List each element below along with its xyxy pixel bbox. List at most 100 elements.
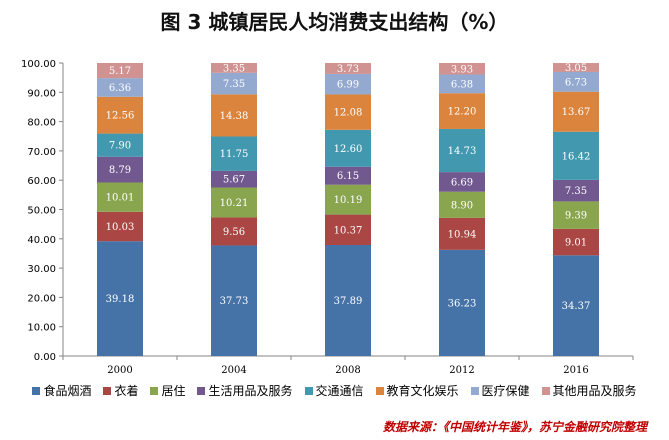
data-label: 8.90	[451, 200, 473, 211]
bar-segment	[439, 74, 485, 94]
bar-segment	[211, 136, 257, 171]
data-label: 7.35	[223, 79, 245, 90]
legend-item: 其他用品及服务	[541, 382, 637, 399]
data-label: 8.79	[109, 165, 131, 176]
data-label: 10.19	[334, 195, 363, 206]
bar-segment	[211, 245, 257, 356]
bar-segment	[97, 78, 143, 97]
data-label: 36.23	[448, 298, 477, 309]
data-label: 34.37	[562, 301, 591, 312]
bar-segment	[553, 91, 599, 132]
bar-segment	[325, 214, 371, 245]
data-label: 11.75	[220, 149, 249, 160]
stacked-bar-chart: 0.00 10.00 20.00 30.00 40.00 50.00 60.00 70.00 8…	[21, 59, 634, 376]
bar-segment	[325, 166, 371, 185]
bar-segment	[211, 217, 257, 246]
y-tick-label: 50.00	[27, 206, 56, 217]
legend-item: 教育文化娱乐	[375, 382, 459, 399]
bar-segment	[325, 63, 371, 74]
legend-swatch	[150, 386, 159, 395]
data-label: 9.56	[223, 227, 245, 238]
y-tick-label: 20.00	[27, 293, 56, 304]
bar-segment	[439, 217, 485, 250]
data-label: 13.67	[562, 107, 591, 118]
y-tick-label: 40.00	[27, 235, 56, 246]
data-label: 6.36	[109, 83, 131, 94]
bar-segment	[211, 187, 257, 218]
legend-label: 居住	[161, 384, 186, 398]
bar-segment	[439, 191, 485, 218]
bar-segment	[97, 211, 143, 242]
bar-segment	[553, 179, 599, 202]
data-label: 12.56	[106, 111, 135, 122]
legend-label: 生活用品及服务	[208, 384, 293, 398]
bar-segment	[97, 241, 143, 356]
bar-segment	[211, 170, 257, 188]
legend-label: 交通通信	[315, 384, 364, 398]
bar-segment	[325, 244, 371, 356]
data-label: 3.05	[565, 63, 587, 74]
legend-swatch	[375, 386, 384, 395]
data-label: 7.35	[565, 186, 587, 197]
bar-segment	[97, 156, 143, 183]
data-label: 3.93	[451, 64, 473, 75]
bar-segment	[211, 72, 257, 95]
bar-segment	[553, 255, 599, 356]
data-label: 37.73	[220, 296, 249, 307]
bar-segment	[97, 96, 143, 134]
bar-segment	[97, 63, 143, 79]
legend-label: 食品烟酒	[43, 384, 92, 398]
data-label: 6.99	[337, 80, 359, 91]
y-tick-label: 10.00	[27, 323, 56, 334]
legend-swatch	[32, 386, 41, 395]
legend-item: 医疗保健	[470, 382, 530, 399]
legend-item: 居住	[150, 382, 185, 399]
bar-segment	[553, 71, 599, 92]
bar-segment	[325, 94, 371, 130]
data-label: 7.90	[109, 141, 131, 152]
legend-item: 食品烟酒	[32, 382, 91, 399]
y-tick-label: 80.00	[27, 118, 56, 129]
bar-segment	[553, 131, 599, 180]
y-tick-label: 90.00	[27, 88, 56, 99]
data-label: 14.38	[220, 111, 249, 122]
data-label: 14.73	[448, 146, 477, 157]
data-label: 39.18	[106, 294, 135, 305]
data-label: 9.39	[565, 211, 587, 222]
bar-segment	[439, 128, 485, 173]
data-label: 6.73	[565, 77, 587, 88]
y-tick-label: 100.00	[21, 59, 56, 70]
source-note: 数据来源：《中国统计年鉴》，苏宁金融研究院整理	[382, 420, 647, 434]
data-label: 37.89	[334, 296, 363, 307]
data-label: 16.42	[562, 151, 591, 162]
bar-segment	[325, 129, 371, 167]
legend-swatch	[470, 386, 479, 395]
legend-label: 其他用品及服务	[552, 384, 637, 398]
chart-title: 图 3 城镇居民人均消费支出结构（%）	[160, 10, 509, 34]
x-tick-label: 2004	[221, 365, 246, 376]
x-tick-label: 2000	[107, 365, 132, 376]
data-label: 6.15	[337, 171, 359, 182]
y-tick-label: 0.00	[34, 352, 56, 363]
bar-segment	[211, 63, 257, 73]
bar-segment	[97, 133, 143, 157]
bar-segment	[325, 73, 371, 95]
legend-swatch	[541, 386, 550, 395]
bar-segment	[325, 184, 371, 215]
data-label: 12.60	[334, 144, 363, 155]
bar-segment	[439, 93, 485, 129]
bar-segment	[553, 63, 599, 72]
y-tick-label: 70.00	[27, 147, 56, 158]
bar-segment	[439, 249, 485, 356]
data-label: 6.38	[451, 79, 473, 90]
legend-label: 医疗保健	[481, 384, 530, 398]
legend-swatch	[103, 386, 112, 395]
bar-segment	[439, 172, 485, 192]
bar-segment	[97, 182, 143, 212]
data-label: 3.35	[223, 63, 245, 74]
bar-segment	[553, 228, 599, 256]
data-label: 6.69	[451, 177, 473, 188]
y-tick-label: 60.00	[27, 176, 56, 187]
bar-segment	[439, 63, 485, 75]
y-tick-label: 30.00	[27, 264, 56, 275]
